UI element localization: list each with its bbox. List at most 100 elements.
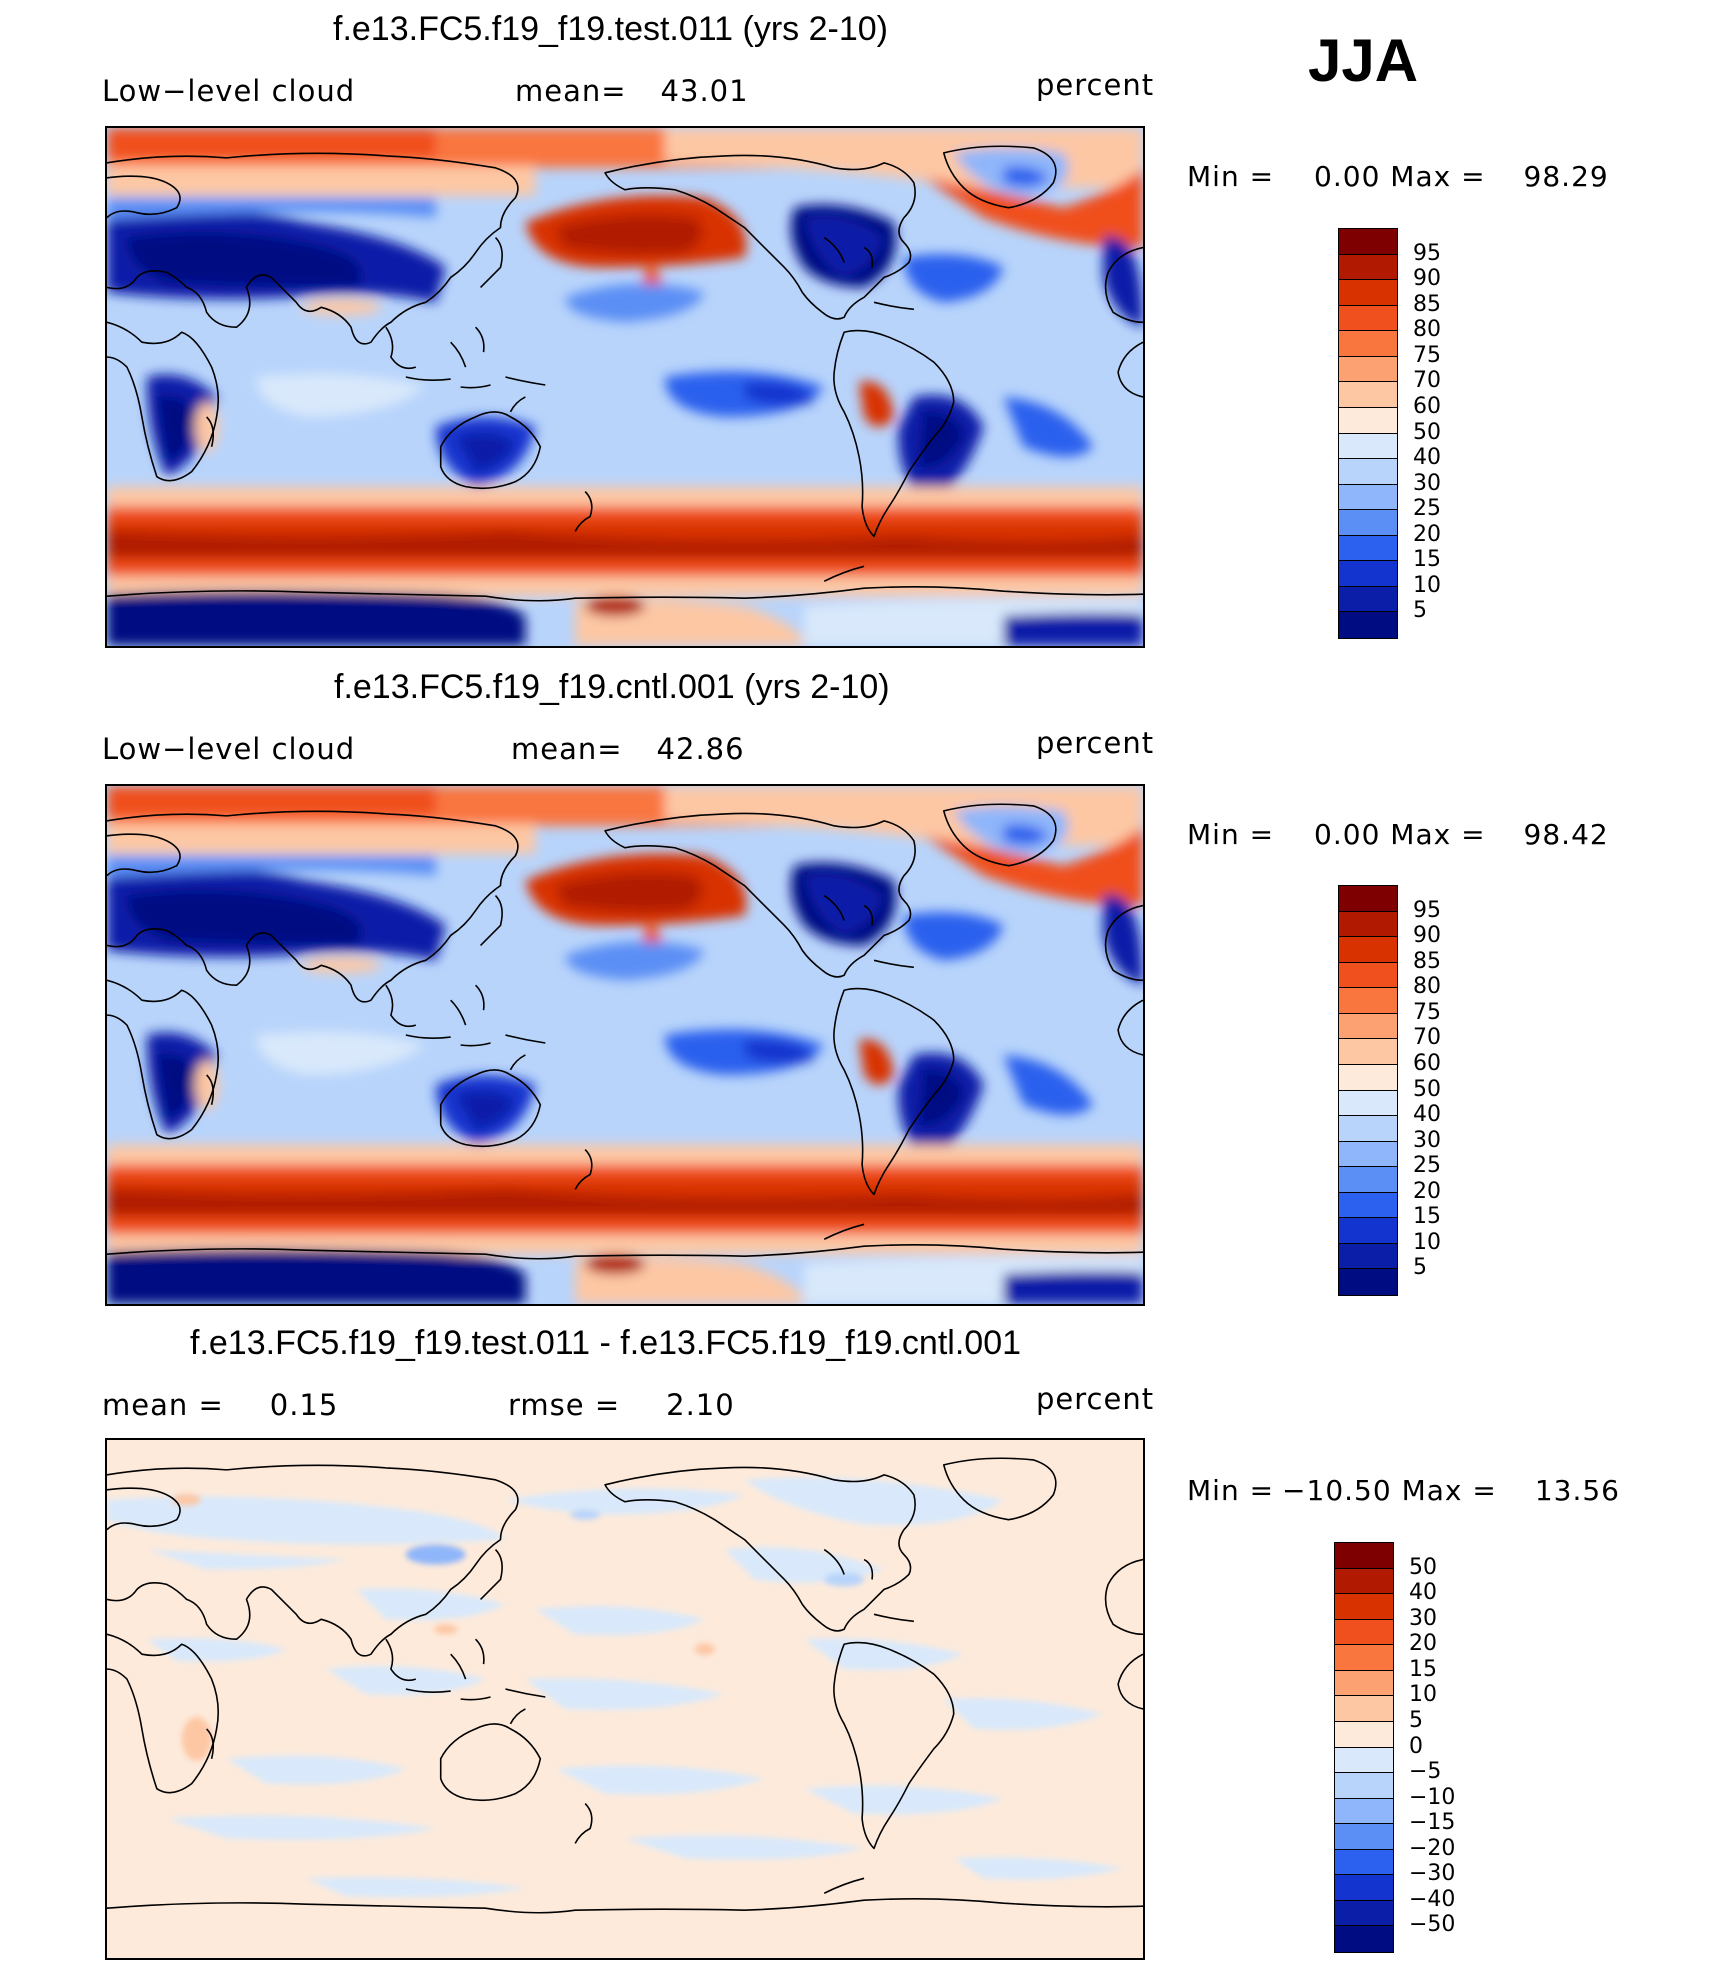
colorbar-segment [1339,988,1397,1014]
panel2-map [105,784,1145,1306]
panel2-max-value: 98.42 [1523,818,1609,851]
colorbar-tick-label: 20 [1409,1631,1437,1657]
colorbar-segment [1335,1568,1393,1595]
panel1-title: f.e13.FC5.f19_f19.test.011 (yrs 2-10) [333,10,888,48]
colorbar-tick-label: 70 [1413,1025,1441,1051]
colorbar-tick-label: 90 [1413,923,1441,949]
colorbar-segment [1335,1773,1393,1799]
colorbar-segment [1339,331,1397,357]
colorbar-tick-label: −30 [1409,1861,1456,1887]
colorbar-tick-label: 80 [1413,317,1441,343]
colorbar-tick-label: −50 [1409,1912,1456,1938]
colorbar-tick-label: −5 [1409,1759,1442,1785]
colorbar-segment [1339,962,1397,989]
colorbar-segment [1335,1543,1393,1569]
colorbar-tick-label: 30 [1413,470,1441,496]
colorbar-segment [1339,280,1397,306]
colorbar-tick-label: 95 [1413,897,1441,923]
colorbar-segment [1339,911,1397,938]
colorbar-segment [1339,484,1397,511]
panel3-units: percent [1036,1382,1155,1416]
panel2-variable-label: Low−level cloud [102,732,356,766]
colorbar-segment [1339,356,1397,383]
colorbar-tick-label: 60 [1413,1050,1441,1076]
colorbar-tick-label: 40 [1413,1102,1441,1128]
panel2-min-max: Min = 0.00 Max = 98.42 [1187,818,1609,851]
colorbar-segment [1335,1645,1393,1671]
colorbar-tick-label: 5 [1413,1255,1427,1281]
colorbar-tick-label: 20 [1413,1178,1441,1204]
colorbar-segment [1339,407,1397,434]
panel3-mean-value: 0.15 [269,1388,339,1422]
colorbar-segment [1339,1243,1397,1270]
colorbar-segment [1335,1824,1393,1850]
colorbar-tick-label: 50 [1409,1554,1437,1580]
colorbar-segment [1335,1747,1393,1774]
colorbar-segment [1335,1619,1393,1646]
colorbar-tick-label: 75 [1413,342,1441,368]
colorbar-tick-label: 5 [1413,598,1427,624]
panel3-min-max: Min = −10.50 Max = 13.56 [1187,1474,1620,1507]
panel3-mean-label: mean = 0.15 [102,1388,339,1422]
colorbar-tick-label: 20 [1413,521,1441,547]
colorbar-tick-label: 80 [1413,974,1441,1000]
colorbar-segment [1339,1013,1397,1040]
colorbar-segment [1335,1798,1393,1825]
colorbar-segment [1339,433,1397,460]
colorbar-segment [1335,1926,1393,1952]
colorbar-tick-label: 10 [1409,1682,1437,1708]
panel2-title: f.e13.FC5.f19_f19.cntl.001 (yrs 2-10) [334,668,890,706]
colorbar-segment [1339,1218,1397,1244]
colorbar-tick-label: 30 [1413,1127,1441,1153]
colorbar-tick-label: 15 [1409,1656,1437,1682]
panel1-mean-value: 43.01 [660,74,749,108]
colorbar-segment [1339,886,1397,912]
panel2-colorbar [1338,885,1398,1296]
panel1-min-value: 0.00 [1314,160,1381,193]
panel3-colorbar [1334,1542,1394,1953]
colorbar-tick-label: 50 [1413,419,1441,445]
panel3-min-value: −10.50 [1282,1474,1392,1507]
colorbar-tick-label: 95 [1413,240,1441,266]
panel1-units: percent [1036,68,1155,102]
colorbar-segment [1335,1900,1393,1927]
colorbar-segment [1339,1141,1397,1168]
panel2-map-plot [107,786,1143,1304]
colorbar-tick-label: −40 [1409,1886,1456,1912]
colorbar-tick-label: 40 [1413,445,1441,471]
panel3-max-value: 13.56 [1534,1474,1620,1507]
colorbar-segment [1335,1670,1393,1697]
colorbar-segment [1339,459,1397,485]
colorbar-segment [1339,561,1397,587]
colorbar-segment [1339,382,1397,408]
season-label: JJA [1308,27,1419,94]
colorbar-segment [1339,305,1397,332]
panel1-map [105,126,1145,648]
colorbar-tick-label: 0 [1409,1733,1423,1759]
colorbar-segment [1335,1721,1393,1748]
colorbar-tick-label: 60 [1413,393,1441,419]
panel2-units: percent [1036,726,1155,760]
panel3-rmse-value: 2.10 [666,1388,735,1422]
colorbar-segment [1335,1875,1393,1901]
panel3-map [105,1438,1145,1960]
colorbar-tick-label: 90 [1413,266,1441,292]
colorbar-tick-label: 10 [1413,1229,1441,1255]
colorbar-segment [1339,612,1397,638]
colorbar-segment [1339,1116,1397,1142]
panel3-map-plot [107,1440,1143,1958]
colorbar-tick-label: 85 [1413,948,1441,974]
colorbar-tick-label: 85 [1413,291,1441,317]
panel1-min-max: Min = 0.00 Max = 98.29 [1187,160,1609,193]
colorbar-segment [1339,1064,1397,1091]
panel2-mean-value: 42.86 [656,732,745,766]
panel3-title: f.e13.FC5.f19_f19.test.011 - f.e13.FC5.f… [190,1324,1022,1362]
colorbar-segment [1339,937,1397,963]
colorbar-segment [1335,1696,1393,1722]
colorbar-tick-label: 70 [1413,368,1441,394]
colorbar-tick-label: 15 [1413,1204,1441,1230]
colorbar-segment [1339,586,1397,613]
colorbar-segment [1339,254,1397,281]
colorbar-tick-label: 25 [1413,496,1441,522]
colorbar-segment [1339,1269,1397,1295]
